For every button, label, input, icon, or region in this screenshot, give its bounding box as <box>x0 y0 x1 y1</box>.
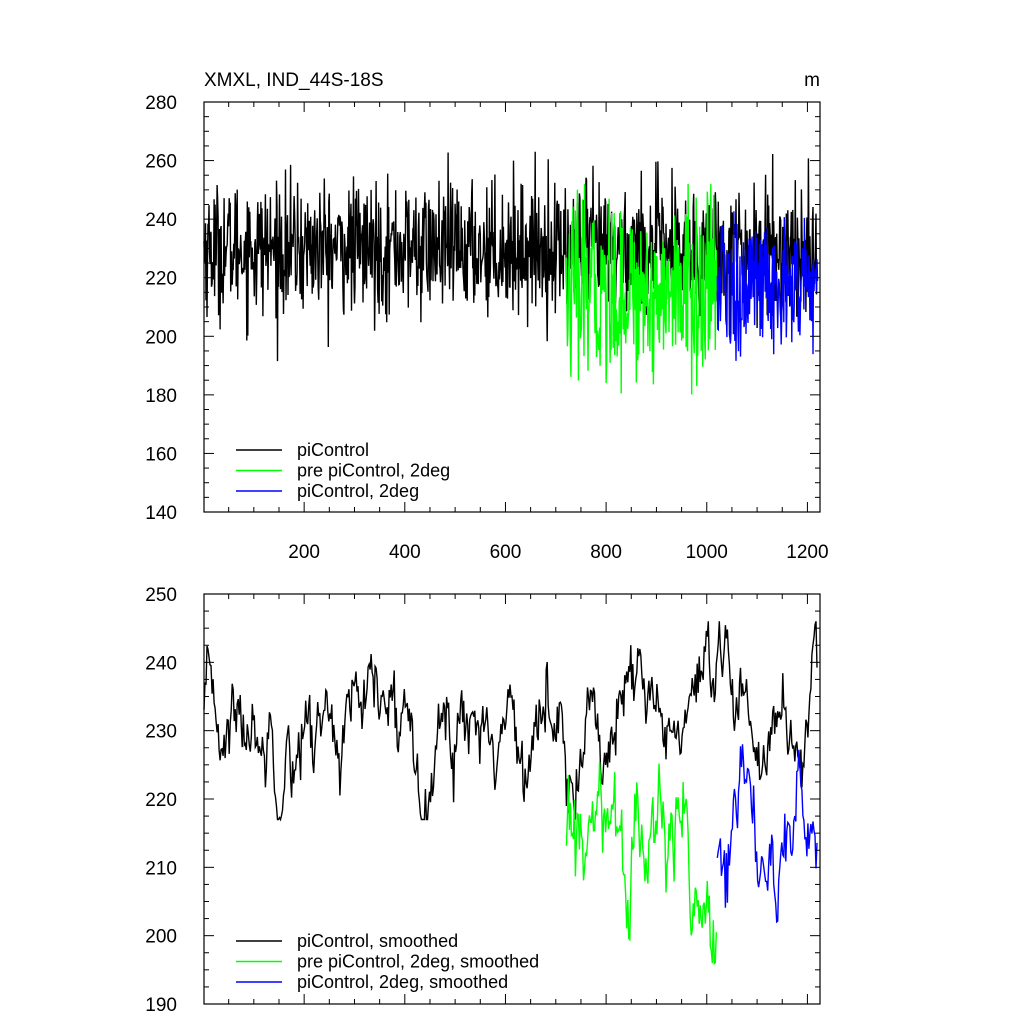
x-tick-label: 200 <box>288 542 320 563</box>
y-tick-label: 240 <box>145 653 177 674</box>
y-tick-label: 230 <box>145 722 177 743</box>
y-tick-label: 190 <box>145 995 177 1016</box>
top-series-group <box>203 151 819 395</box>
series-line-1 <box>203 621 818 822</box>
legend-label-3: piControl, 2deg, smoothed <box>297 972 508 992</box>
legend-label-1: piControl, smoothed <box>297 931 458 951</box>
top-plot-frame <box>203 101 821 513</box>
chart-title: XMXL, IND_44S-18S <box>204 70 384 91</box>
legend-label-2: pre piControl, 2deg <box>297 461 450 481</box>
x-tick-label: 1000 <box>686 542 728 563</box>
series-line-2 <box>565 183 718 395</box>
bottom-plot-frame <box>203 593 821 1005</box>
x-tick-label: 1200 <box>786 542 828 563</box>
series-line-3 <box>716 211 819 361</box>
legend-label-1: piControl <box>297 440 369 460</box>
series-line-3 <box>716 744 818 924</box>
y-tick-label: 220 <box>145 269 177 290</box>
x-tick-label: 400 <box>389 542 421 563</box>
bottom-chart-panel: 190 200 210 220 230 240 250 piControl, smoothe… <box>145 585 821 1016</box>
y-tick-label: 260 <box>145 152 177 173</box>
y-tick-label: 240 <box>145 210 177 231</box>
series-line-2 <box>565 761 717 966</box>
y-tick-label: 180 <box>145 386 177 407</box>
y-tick-label: 140 <box>145 503 177 524</box>
y-tick-label: 210 <box>145 858 177 879</box>
legend-label-2: pre piControl, 2deg, smoothed <box>297 952 539 972</box>
top-axes: 140 160 180 200 220 240 260 280 200 400 600 800 1000… <box>145 93 828 563</box>
y-tick-label: 200 <box>145 327 177 348</box>
y-tick-label: 280 <box>145 93 177 114</box>
series-line-1 <box>203 151 819 362</box>
units-label: m <box>804 70 820 91</box>
bottom-series-group <box>203 621 818 966</box>
y-tick-label: 250 <box>145 585 177 606</box>
y-tick-label: 160 <box>145 444 177 465</box>
x-tick-label: 800 <box>590 542 622 563</box>
top-chart-panel: XMXL, IND_44S-18S m 140 160 180 200 220 240 26… <box>145 70 828 563</box>
y-tick-label: 220 <box>145 790 177 811</box>
x-tick-label: 600 <box>490 542 522 563</box>
y-tick-label: 200 <box>145 927 177 948</box>
legend-label-3: piControl, 2deg <box>297 481 419 501</box>
